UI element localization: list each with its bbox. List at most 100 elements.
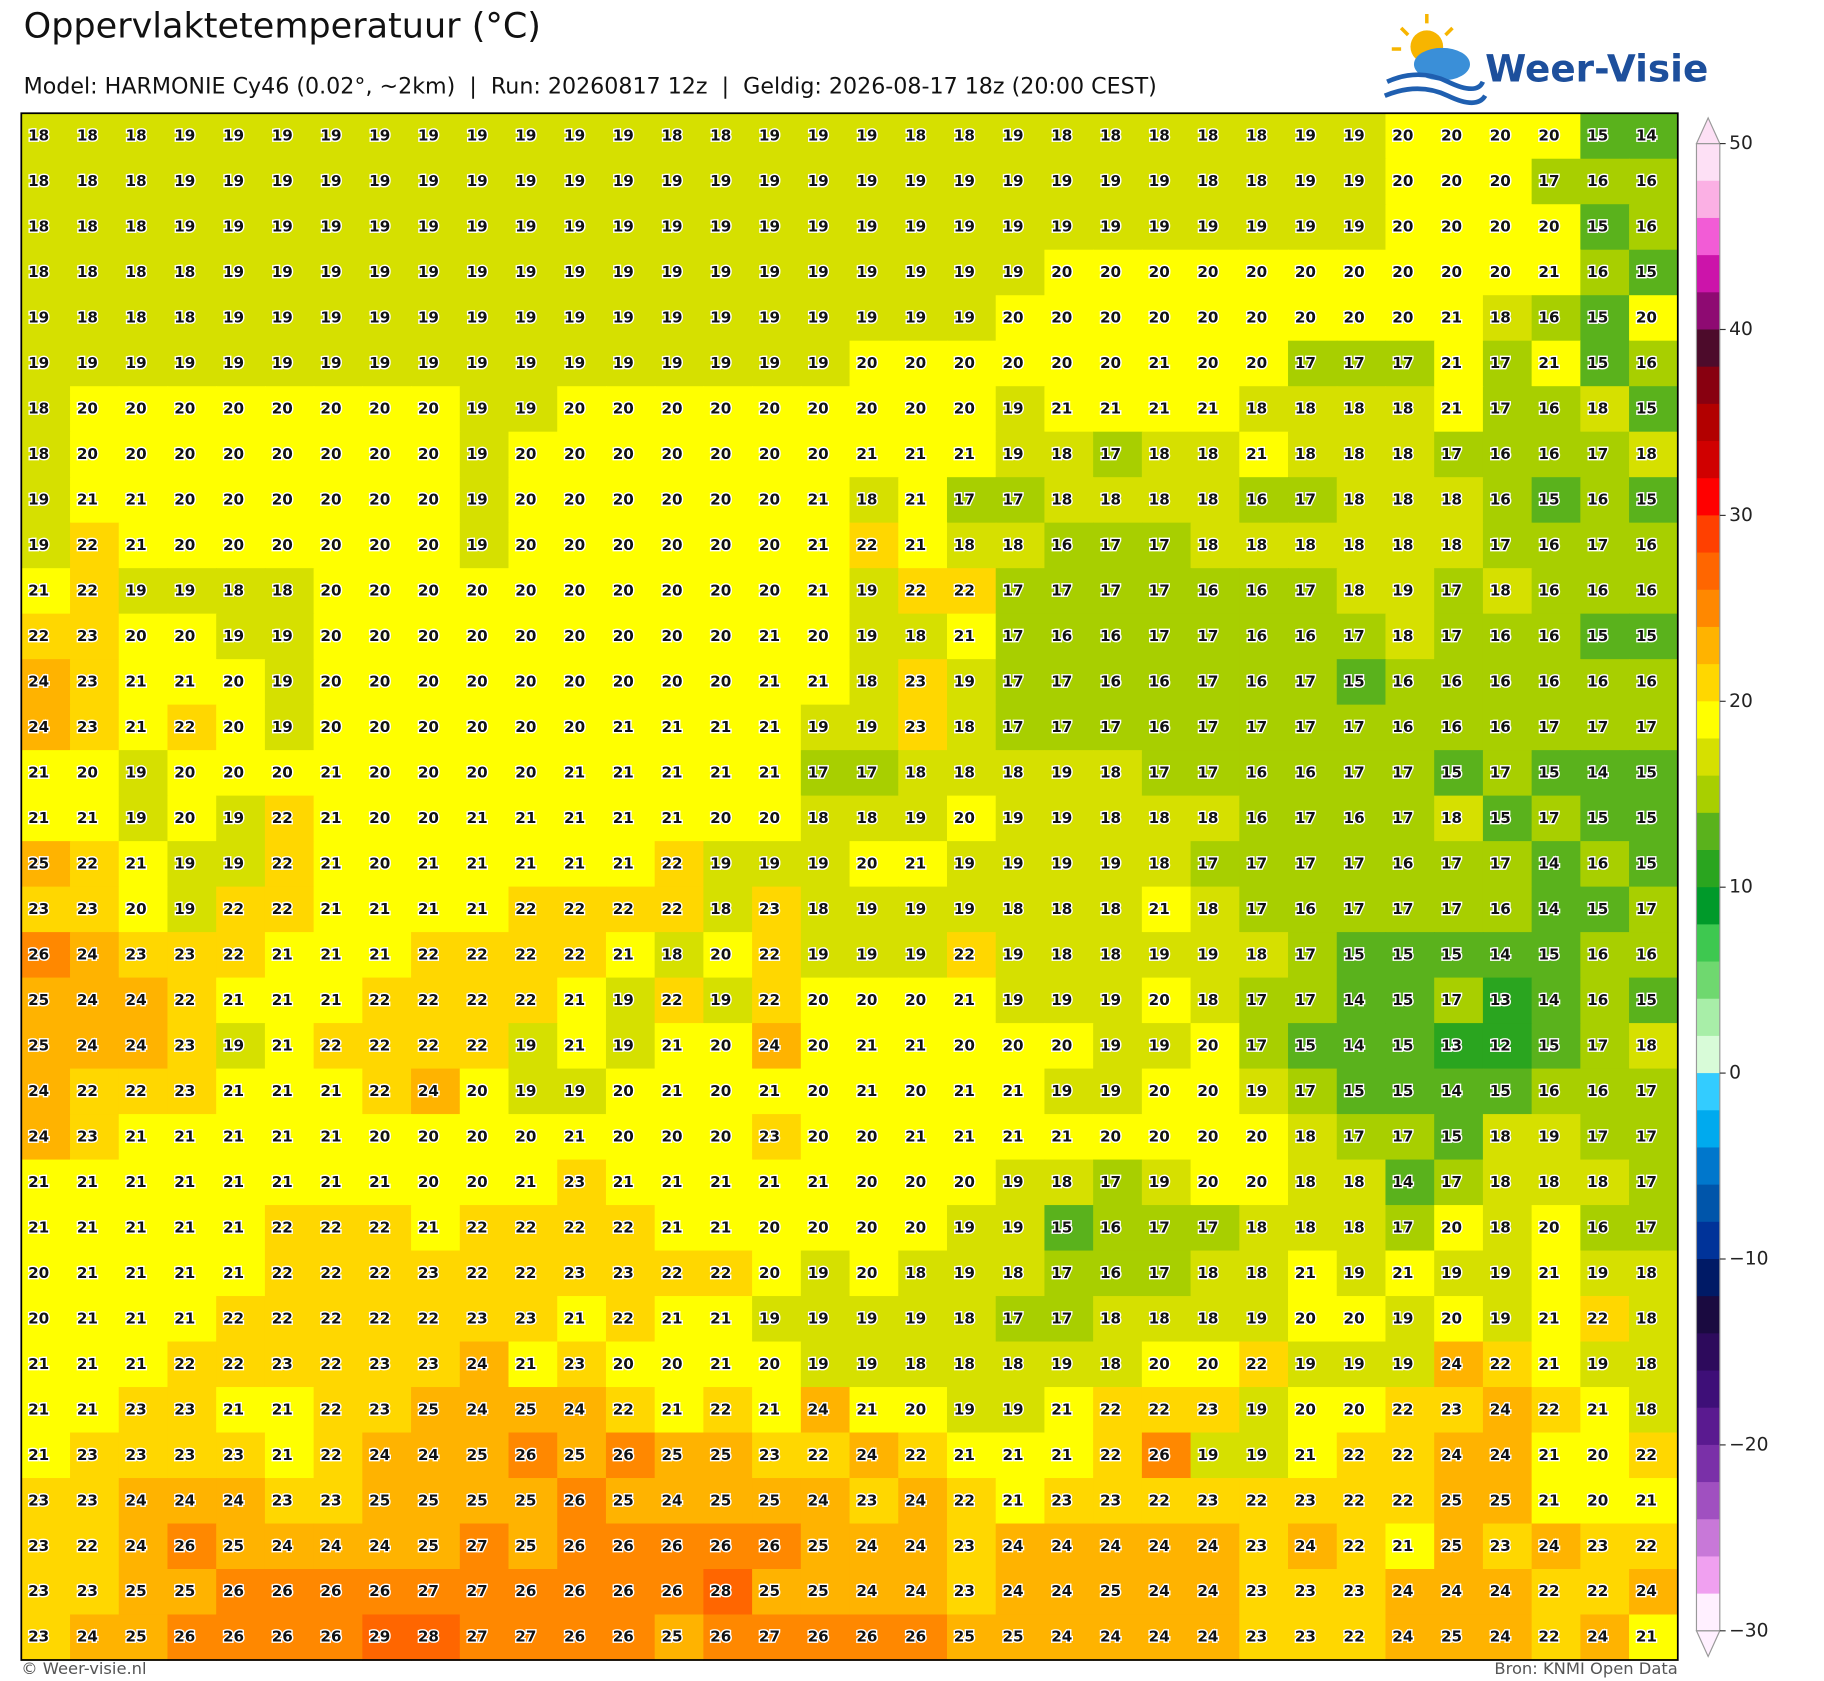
temp-cell [800,750,851,797]
temp-value: 21 [126,1264,147,1282]
temp-value: 21 [564,1309,585,1327]
temp-cell [216,1478,266,1525]
temp-value: 15 [1490,1082,1511,1100]
temp-value: 17 [954,490,975,508]
temp-cell [898,340,948,387]
temp-value: 21 [613,763,634,781]
temp-value: 22 [710,1264,731,1282]
temp-value: 20 [661,672,682,690]
temp-value: 19 [174,126,195,144]
temp-value: 20 [1490,126,1511,144]
temp-cell [1336,795,1387,842]
temp-cell [70,659,120,706]
temp-cell [1044,1068,1094,1115]
temp-cell [995,1614,1046,1661]
temp-value: 25 [1441,1537,1462,1555]
temp-value: 16 [1587,490,1608,508]
temp-cell [995,1523,1046,1570]
temp-cell [946,704,997,751]
temp-value: 20 [1051,263,1072,281]
temp-value: 17 [1344,627,1365,645]
temp-value: 20 [369,809,390,827]
temp-cell [313,1068,364,1115]
temp-value: 18 [28,217,49,235]
temp-cell [752,1068,802,1115]
temp-value: 19 [1246,1082,1267,1100]
temp-cell [898,568,948,615]
temp-value: 23 [905,718,926,736]
temp-cell [752,795,802,842]
temp-cell [1044,1159,1094,1206]
temp-value: 18 [1149,809,1170,827]
temp-cell [1434,1068,1484,1115]
temp-value: 20 [272,536,293,554]
temp-cell [1531,295,1582,342]
temp-value: 20 [369,718,390,736]
temp-cell [1044,1205,1094,1252]
temp-value: 25 [1441,1491,1462,1509]
temp-value: 19 [174,581,195,599]
temp-cell [1190,1523,1241,1570]
temp-cell [167,295,217,342]
temp-value: 22 [1246,1355,1267,1373]
temp-value: 24 [1295,1537,1316,1555]
temp-cell [1482,1614,1533,1661]
temp-value: 22 [174,718,195,736]
temp-cell [459,704,510,751]
temp-value: 22 [905,581,926,599]
temp-cell [605,841,656,888]
temp-cell [1239,932,1289,979]
temp-value: 18 [954,536,975,554]
temp-value: 20 [369,854,390,872]
colorbar-segment [1696,961,1720,1000]
temp-value: 18 [28,445,49,463]
temp-cell [508,340,558,387]
temp-value: 20 [515,672,536,690]
temp-cell [70,113,120,160]
temp-value: 20 [467,718,488,736]
temp-value: 19 [856,900,877,918]
temp-cell [1288,568,1338,615]
temp-cell [70,522,120,569]
temp-cell [557,1478,607,1525]
temp-cell [1190,1296,1241,1343]
temp-value: 15 [1392,1082,1413,1100]
temp-cell [605,1432,656,1479]
colorbar-segment [1696,1296,1720,1334]
temp-cell [1434,1296,1484,1343]
temp-cell [605,1478,656,1525]
temp-value: 17 [1636,1218,1657,1236]
temp-cell [1141,1023,1192,1070]
temp-cell [995,886,1046,933]
temp-cell [1482,1387,1533,1434]
temp-cell [118,750,169,797]
temp-value: 19 [28,490,49,508]
temp-value: 25 [808,1537,829,1555]
temp-value: 21 [564,991,585,1009]
temp-value: 20 [418,763,439,781]
temp-cell [313,113,364,160]
temp-cell [362,1296,412,1343]
temp-cell [995,1432,1046,1479]
temp-value: 20 [1441,217,1462,235]
temp-cell [264,1023,315,1070]
temp-cell [21,1159,71,1206]
temp-cell [946,158,997,205]
temp-cell [1434,1205,1484,1252]
temp-value: 22 [808,1446,829,1464]
colorbar-segment [1696,403,1720,442]
temp-value: 19 [905,1309,926,1327]
temp-value: 20 [1149,263,1170,281]
temp-value: 21 [808,490,829,508]
temp-value: 17 [1295,672,1316,690]
temp-cell [216,886,266,933]
temp-cell [557,1159,607,1206]
temp-cell [898,1296,948,1343]
temp-cell [995,1478,1046,1525]
temp-cell [167,1614,217,1661]
temp-cell [459,431,510,478]
temp-value: 22 [467,1036,488,1054]
temp-cell [946,1023,997,1070]
temp-cell [1531,568,1582,615]
temp-cell [800,158,851,205]
